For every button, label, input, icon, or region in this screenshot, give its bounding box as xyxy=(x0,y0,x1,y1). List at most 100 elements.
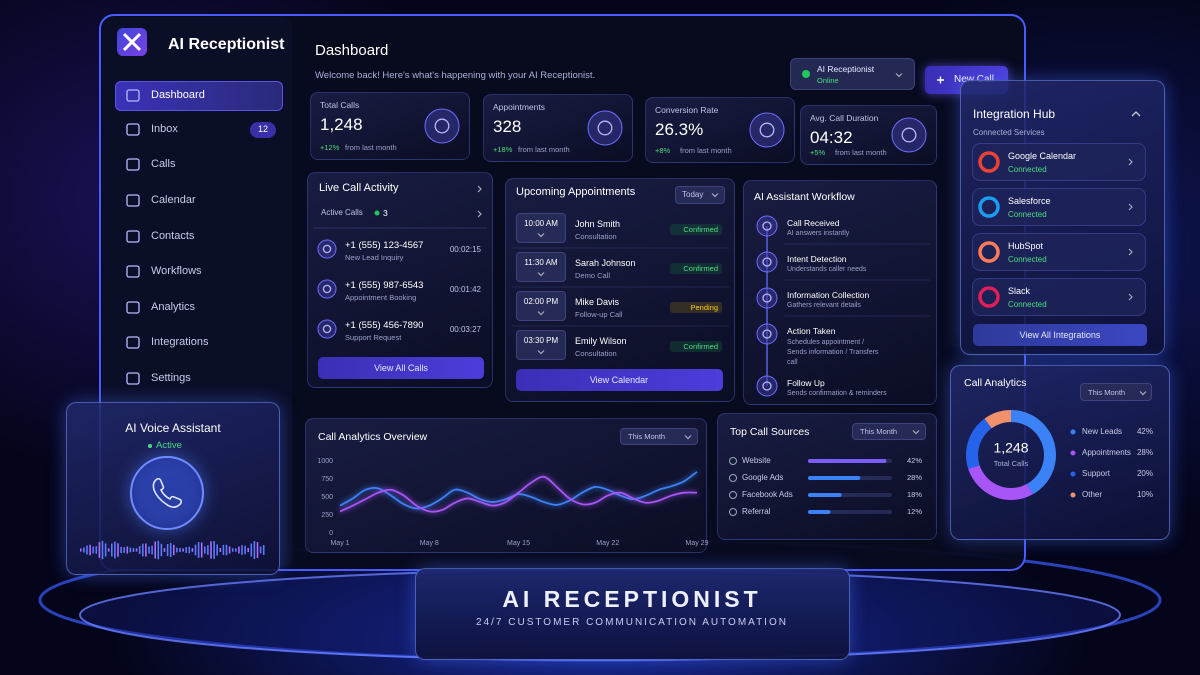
time-box xyxy=(516,213,566,243)
card-subtitle: Connected Services xyxy=(973,128,1045,137)
step-title: Action Taken xyxy=(787,326,836,336)
banner-title: AI RECEPTIONIST xyxy=(502,586,762,612)
chart-title: Top Call Sources xyxy=(730,426,810,438)
stat-value: 04:32 xyxy=(810,128,853,147)
banner-subtitle: 24/7 CUSTOMER COMMUNICATION AUTOMATION xyxy=(476,617,788,628)
banner xyxy=(415,568,850,660)
integration-name: Salesforce xyxy=(1008,196,1051,206)
integration-status: Connected xyxy=(1008,165,1047,174)
integration-name: HubSpot xyxy=(1008,241,1044,251)
step-desc: Gathers relevant details xyxy=(787,302,861,309)
button-label: View All Integrations xyxy=(1019,330,1101,340)
appt-type: Follow-up Call xyxy=(575,310,623,319)
button-label: View All Calls xyxy=(374,363,428,373)
appt-status: Confirmed xyxy=(670,224,722,235)
active-count: 3 xyxy=(383,208,388,218)
nav-item[interactable]: Dashboard xyxy=(151,89,205,101)
page-title: Dashboard xyxy=(315,42,389,59)
status-pill xyxy=(790,58,915,90)
page-subtitle: Welcome back! Here's what's happening wi… xyxy=(315,70,596,81)
appt-time: 02:00 PM xyxy=(523,297,559,306)
active-label: Active Calls xyxy=(321,208,363,217)
call-purpose: New Lead Inquiry xyxy=(345,253,404,262)
integration-name: Google Calendar xyxy=(1008,151,1077,161)
appt-status: Pending xyxy=(670,302,722,313)
nav-item[interactable]: Workflows xyxy=(151,265,202,277)
filter-pill xyxy=(620,428,698,445)
step-desc: Schedules appointment / Sends informatio… xyxy=(787,339,879,366)
integration-item xyxy=(972,233,1146,271)
integration-item xyxy=(972,143,1146,181)
nav-active xyxy=(115,81,283,111)
stat-value: 1,248 xyxy=(320,115,363,134)
step-desc: Sends confirmation & reminders xyxy=(787,390,887,397)
brand-logo xyxy=(117,28,147,56)
stat-change: +12% xyxy=(320,143,340,152)
nav-item[interactable]: Analytics xyxy=(151,301,196,313)
filter-pill xyxy=(675,186,725,204)
stat-label: Avg. Call Duration xyxy=(810,113,879,123)
call-number: +1 (555) 987-6543 xyxy=(345,280,424,291)
appt-time: 10:00 AM xyxy=(524,219,558,228)
view-all-calls-button[interactable] xyxy=(318,357,484,379)
call-number: +1 (555) 123-4567 xyxy=(345,240,424,251)
filter-label: Today xyxy=(682,190,704,199)
step-desc: Understands caller needs xyxy=(787,266,867,273)
nav-item[interactable]: Contacts xyxy=(151,230,195,242)
voice-status: Active xyxy=(156,440,182,451)
appt-status: Confirmed xyxy=(670,263,722,274)
nav-item[interactable]: Integrations xyxy=(151,336,209,348)
status-state: Online xyxy=(817,76,839,85)
appt-time: 03:30 PM xyxy=(523,336,559,345)
call-purpose: Support Request xyxy=(345,333,402,342)
time-box xyxy=(516,330,566,360)
status-name: AI Receptionist xyxy=(817,64,875,74)
card-title: AI Assistant Workflow xyxy=(754,191,855,203)
appt-type: Consultation xyxy=(575,232,617,241)
nav-item[interactable]: Calls xyxy=(151,158,176,170)
badge xyxy=(250,122,276,138)
live-call-card xyxy=(307,172,493,388)
integration-item xyxy=(972,188,1146,226)
appt-type: Demo Call xyxy=(575,271,611,280)
integration-item xyxy=(972,278,1146,316)
step-title: Intent Detection xyxy=(787,254,847,264)
button-label: View Calendar xyxy=(589,375,649,385)
stat-change: +5% xyxy=(810,148,826,157)
stat-label: Total Calls xyxy=(320,100,360,110)
view-calendar-button[interactable] xyxy=(516,369,723,391)
step-title: Information Collection xyxy=(787,290,870,300)
integration-status: Connected xyxy=(1008,300,1047,309)
stat-value: 328 xyxy=(493,117,522,136)
view-integrations-button[interactable] xyxy=(973,324,1147,346)
appt-time: 11:30 AM xyxy=(524,258,558,267)
badge-count: 12 xyxy=(257,124,268,134)
stat-change: +8% xyxy=(655,146,671,155)
brand-name: AI Receptionist xyxy=(168,36,285,53)
stat-label: Conversion Rate xyxy=(655,105,719,115)
stat-label: Appointments xyxy=(493,102,545,112)
appt-name: Emily Wilson xyxy=(575,336,627,346)
stat-note: from last month xyxy=(518,145,570,154)
filter-label: This Month xyxy=(628,432,666,441)
appt-name: Sarah Johnson xyxy=(575,258,636,268)
integration-status: Connected xyxy=(1008,210,1047,219)
card-title: Live Call Activity xyxy=(319,182,399,194)
filter-label: This Month xyxy=(1088,388,1126,397)
stat-value: 26.3% xyxy=(655,120,704,139)
chart-title: Call Analytics Overview xyxy=(318,431,428,443)
step-desc: AI answers instantly xyxy=(787,230,850,237)
chart-title: Call Analytics xyxy=(964,377,1027,389)
stat-note: from last month xyxy=(680,146,732,155)
nav-item[interactable]: Inbox xyxy=(151,123,178,135)
nav-item[interactable]: Calendar xyxy=(151,194,196,206)
appt-status: Confirmed xyxy=(670,341,722,352)
step-title: Follow Up xyxy=(787,378,825,388)
card-title: Upcoming Appointments xyxy=(516,186,636,198)
call-number: +1 (555) 456-7890 xyxy=(345,320,424,331)
nav-item[interactable]: Settings xyxy=(151,372,191,384)
appt-name: Mike Davis xyxy=(575,297,620,307)
call-duration: 00:01:42 xyxy=(449,285,481,294)
time-box xyxy=(516,291,566,321)
